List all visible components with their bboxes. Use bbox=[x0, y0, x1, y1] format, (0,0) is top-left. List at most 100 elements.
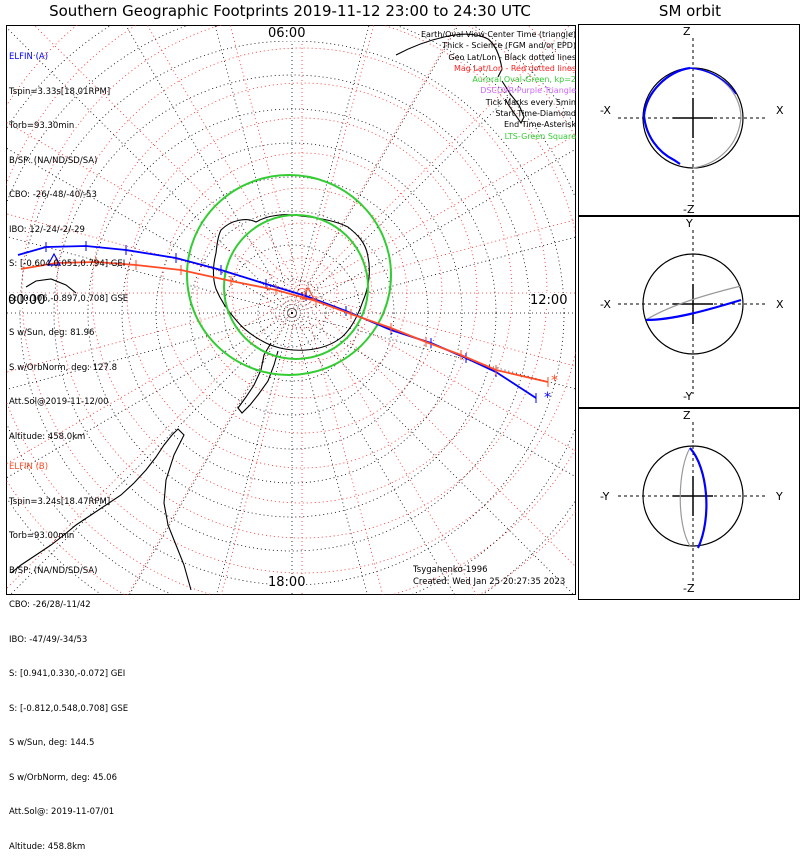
auroral-oval-outer bbox=[186, 174, 392, 376]
geo-longitude-line bbox=[216, 312, 293, 595]
geo-latitude-circle bbox=[121, 142, 463, 484]
sm-axis-label: -X bbox=[600, 298, 611, 311]
geo-latitude-circle bbox=[257, 278, 327, 348]
mag-longitude-line bbox=[6, 292, 303, 590]
geo-longitude-line bbox=[6, 26, 293, 314]
elfin-a-line: CBO: -26/-48/-40/-53 bbox=[9, 190, 97, 200]
sm-axis-label: X bbox=[776, 298, 784, 311]
elfin-b-line: Tspin=3.24s[18.47RPM] bbox=[9, 496, 111, 507]
elfin-b-track bbox=[20, 261, 549, 383]
mag-latitude-circle bbox=[126, 117, 478, 469]
elfin-a-line: IBO: 12/-24/-2/-29 bbox=[9, 224, 85, 235]
sm-panel-xz: Z -Z -X X bbox=[578, 24, 800, 216]
elfin-b-line: CBO: -26/28/-11/42 bbox=[9, 600, 91, 610]
geo-longitude-line bbox=[291, 312, 456, 595]
elfin-b-center-triangle bbox=[300, 286, 316, 300]
mag-longitude-line bbox=[127, 292, 303, 595]
elfin-a-center-triangle bbox=[46, 252, 62, 266]
southern-footprint-map: * * bbox=[6, 25, 576, 595]
elfin-b-info: ELFIN (B) Tspin=3.24s[18.47RPM] Torb=93.… bbox=[9, 439, 128, 865]
elfin-b-line: S w/Sun, deg: 144.5 bbox=[9, 738, 95, 748]
sm-axis-label: -X bbox=[600, 104, 611, 117]
geo-longitude-line bbox=[291, 312, 576, 478]
geo-latitude-circle bbox=[189, 210, 395, 416]
sm-panel-yz: Z -Z -Y Y bbox=[578, 408, 800, 600]
mag-longitude-line bbox=[301, 25, 375, 294]
mag-grid bbox=[6, 25, 576, 595]
mag-longitude-line bbox=[6, 292, 303, 465]
geo-longitude-line bbox=[6, 312, 293, 479]
geo-longitude-line bbox=[291, 25, 370, 314]
mag-longitude-line bbox=[6, 213, 303, 294]
legend-item: Geo Lat/Lon - Black dotted lines bbox=[448, 52, 576, 62]
legend-item: Auroral Oval-Green, kp=2 bbox=[472, 75, 576, 85]
elfin-b-line: Torb=93.00min bbox=[9, 531, 75, 541]
clock-label-0600: 06:00 bbox=[268, 26, 306, 41]
legend-item: Tick Marks every 5min bbox=[485, 97, 576, 107]
clock-label-0000: 00:00 bbox=[8, 293, 46, 308]
elfin-a-header: ELFIN (A) bbox=[9, 52, 49, 62]
elfin-b-line: Att.Sol@: 2019-11-07/01 bbox=[9, 807, 115, 817]
mag-longitude-line bbox=[301, 292, 384, 595]
elfin-b-line: S: [0.941,0.330,-0.072] GEI bbox=[9, 669, 126, 679]
auroral-oval bbox=[186, 174, 392, 376]
geo-longitude-line bbox=[291, 312, 576, 390]
geo-longitude-line bbox=[128, 312, 293, 595]
sm-axis-label: X bbox=[776, 104, 784, 117]
africa-outline bbox=[25, 278, 77, 294]
legend-item: DSCOVR-Purple Triangle bbox=[480, 86, 576, 96]
sm-axis-label: -Y bbox=[683, 390, 693, 403]
south-america-outline bbox=[10, 428, 192, 591]
clock-label-1800: 18:00 bbox=[268, 575, 306, 590]
legend-item: Mag Lat/Lon - Red dotted lines bbox=[453, 63, 576, 73]
mag-longitude-line bbox=[301, 292, 576, 568]
model-credit: Tsyganenko-1996 bbox=[413, 565, 488, 575]
mag-longitude-line bbox=[6, 292, 303, 373]
elfin-a-info: ELFIN (A) Tspin=3.33s[18.01RPM] Torb=93.… bbox=[9, 29, 128, 455]
mag-latitude-circle bbox=[266, 257, 338, 329]
elfin-b-line: IBO: -47/49/-34/53 bbox=[9, 634, 88, 645]
sm-axis-label: Y bbox=[685, 217, 693, 230]
mag-longitude-line bbox=[229, 25, 303, 294]
sm-axis-label: Y bbox=[775, 490, 783, 503]
geo-longitude-line bbox=[6, 235, 293, 314]
mag-longitude-line bbox=[301, 292, 576, 452]
elfin-a-line: Att.Sol@2019-11-12/00 bbox=[9, 397, 109, 407]
sm-axis-label: Z bbox=[683, 409, 691, 422]
map-frame bbox=[6, 25, 576, 595]
elfin-tracks bbox=[17, 241, 549, 403]
mag-longitude-line bbox=[301, 219, 576, 294]
geo-latitude-circle bbox=[53, 74, 531, 552]
elfin-a-line: Tspin=3.33s[18.01RPM] bbox=[9, 86, 111, 97]
auroral-oval-inner bbox=[223, 214, 369, 360]
mag-longitude-line bbox=[146, 25, 303, 294]
sm-axis-label: -Z bbox=[683, 203, 695, 216]
mag-longitude-line bbox=[33, 25, 303, 294]
legend-item: Start Time-Diamond bbox=[495, 109, 576, 119]
geo-longitude-line bbox=[291, 25, 459, 314]
elfin-a-line: S w/Sun, deg: 81.96 bbox=[9, 328, 95, 338]
geo-longitude-line bbox=[9, 312, 293, 595]
geo-longitude-line bbox=[291, 28, 576, 314]
elfin-a-line: S: [-0.604,0.051,0.794] GEI bbox=[9, 259, 126, 269]
elfin-a-end-asterisk: * bbox=[544, 390, 551, 406]
mag-longitude-line bbox=[301, 292, 576, 367]
geo-longitude-line bbox=[125, 25, 293, 314]
geo-longitude-line bbox=[6, 147, 293, 314]
antarctic-peninsula bbox=[237, 342, 279, 414]
clock-label-1200: 12:00 bbox=[530, 293, 568, 308]
mag-longitude-line bbox=[301, 134, 576, 294]
geo-longitude-line bbox=[291, 312, 575, 595]
legend-item: LTS-Green Square bbox=[504, 131, 576, 141]
elfin-b-line: S w/OrbNorm, deg: 45.06 bbox=[9, 772, 118, 783]
geo-longitude-line bbox=[291, 148, 576, 314]
geo-longitude-line bbox=[291, 312, 368, 595]
australia-outline bbox=[395, 33, 503, 78]
sm-axis-label: Z bbox=[683, 25, 691, 38]
elfin-b-header: ELFIN (B) bbox=[9, 462, 49, 472]
created-timestamp: Created: Wed Jan 25 20:27:35 2023 bbox=[413, 577, 566, 587]
elfin-a-line: S w/OrbNorm, deg: 127.8 bbox=[9, 362, 118, 373]
elfin-b-end-asterisk: * bbox=[551, 373, 558, 389]
elfin-a-line: Torb=93.30min bbox=[9, 121, 75, 131]
mag-latitude-circle bbox=[91, 82, 513, 504]
